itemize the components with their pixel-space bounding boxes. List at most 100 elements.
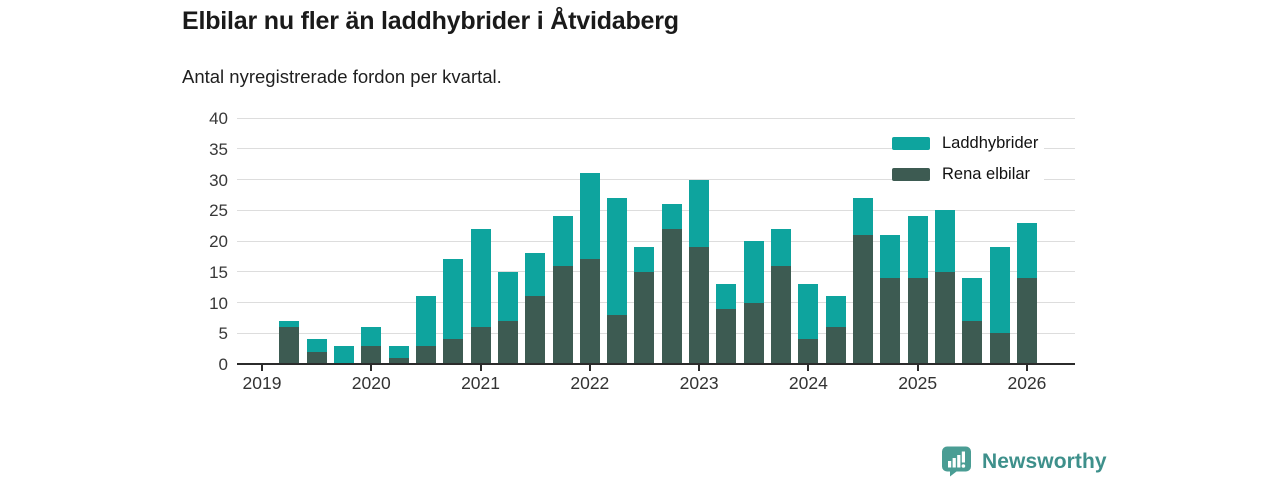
bar-segment-laddhybrider bbox=[1016, 222, 1037, 278]
x-axis-line bbox=[237, 363, 1075, 365]
gridline bbox=[237, 209, 1075, 211]
y-axis-tick-label: 15 bbox=[209, 262, 228, 282]
bar-segment-laddhybrider bbox=[415, 296, 436, 346]
gridline bbox=[237, 179, 1075, 180]
newsworthy-logo: Newsworthy bbox=[940, 445, 1107, 478]
bar-segment-laddhybrider bbox=[935, 210, 955, 272]
x-axis-tick bbox=[698, 365, 701, 371]
bar-segment-laddhybrider bbox=[579, 173, 600, 260]
bar-segment-rena-elbilar bbox=[470, 327, 491, 364]
bar-segment-laddhybrider bbox=[525, 253, 546, 297]
legend-label: Rena elbilar bbox=[942, 164, 1031, 183]
x-axis-tick-label: 2024 bbox=[788, 373, 828, 393]
bar-segment-rena-elbilar bbox=[497, 320, 518, 364]
bar-segment-rena-elbilar bbox=[771, 265, 792, 364]
y-axis-tick-label: 10 bbox=[209, 293, 228, 313]
legend-swatch-icon bbox=[892, 137, 930, 151]
bar-segment-rena-elbilar bbox=[415, 345, 436, 364]
bar-segment-laddhybrider bbox=[743, 241, 764, 303]
bar-segment-rena-elbilar bbox=[306, 351, 327, 364]
bar-segment-rena-elbilar bbox=[880, 277, 901, 364]
bar-segment-rena-elbilar bbox=[443, 339, 464, 364]
x-axis-tick-label: 2022 bbox=[570, 373, 610, 393]
newsworthy-logo-text: Newsworthy bbox=[982, 449, 1107, 473]
bar-segment-rena-elbilar bbox=[798, 339, 819, 364]
gridline bbox=[237, 148, 1075, 150]
y-axis-tick-label: 20 bbox=[209, 232, 228, 251]
bar-segment-rena-elbilar bbox=[607, 314, 628, 364]
bar-segment-laddhybrider bbox=[470, 228, 491, 328]
bar-segment-laddhybrider bbox=[689, 179, 710, 248]
bar-segment-laddhybrider bbox=[880, 234, 901, 278]
bar-segment-laddhybrider bbox=[771, 228, 792, 266]
bar-segment-rena-elbilar bbox=[361, 345, 382, 364]
x-axis-tick bbox=[370, 365, 373, 371]
bar-segment-rena-elbilar bbox=[907, 277, 928, 364]
chart-title: Elbilar nu fler än laddhybrider i Åtvida… bbox=[182, 7, 679, 35]
x-axis-tick-label: 2025 bbox=[898, 373, 938, 393]
bar-segment-rena-elbilar bbox=[552, 265, 573, 364]
bar-segment-rena-elbilar bbox=[579, 259, 600, 364]
gridline bbox=[237, 332, 1075, 334]
bar-segment-rena-elbilar bbox=[689, 247, 710, 364]
bar-segment-rena-elbilar bbox=[989, 333, 1010, 364]
bar-segment-laddhybrider bbox=[552, 216, 573, 266]
x-axis-tick-label: 2019 bbox=[242, 373, 282, 393]
bar-segment-rena-elbilar bbox=[743, 302, 764, 364]
legend-item: Rena elbilar bbox=[892, 163, 1045, 186]
gridline bbox=[237, 302, 1075, 303]
legend-item: Laddhybrider bbox=[892, 133, 1045, 155]
newsworthy-logo-icon bbox=[940, 445, 973, 478]
y-axis-tick-label: 30 bbox=[209, 170, 228, 190]
bar-segment-rena-elbilar bbox=[634, 271, 655, 364]
x-axis-tick bbox=[807, 365, 810, 371]
bar-segment-rena-elbilar bbox=[935, 271, 955, 364]
chart-subtitle: Antal nyregistrerade fordon per kvartal. bbox=[182, 66, 502, 87]
bar-segment-laddhybrider bbox=[333, 345, 354, 364]
bar-segment-laddhybrider bbox=[306, 339, 327, 352]
bar-segment-laddhybrider bbox=[388, 345, 409, 358]
bar-segment-laddhybrider bbox=[634, 247, 655, 272]
bar-segment-laddhybrider bbox=[989, 247, 1010, 334]
bar-segment-laddhybrider bbox=[661, 204, 682, 229]
gridline bbox=[237, 240, 1075, 242]
gridline bbox=[237, 271, 1075, 273]
bar-segment-laddhybrider bbox=[361, 327, 382, 346]
x-axis-tick bbox=[916, 365, 919, 371]
bar-segment-rena-elbilar bbox=[716, 308, 737, 364]
x-axis-tick-label: 2023 bbox=[679, 373, 719, 393]
bar-segment-laddhybrider bbox=[607, 197, 628, 315]
x-axis-tick-label: 2026 bbox=[1007, 373, 1047, 393]
y-axis-tick-label: 40 bbox=[209, 109, 228, 128]
chart-legend: Laddhybrider Rena elbilar bbox=[892, 133, 1045, 186]
bar-segment-laddhybrider bbox=[443, 259, 464, 340]
bar-segment-rena-elbilar bbox=[388, 357, 409, 364]
x-axis-tick bbox=[479, 365, 482, 371]
bar-segment-rena-elbilar bbox=[853, 234, 874, 364]
bar-segment-rena-elbilar bbox=[962, 320, 983, 364]
y-axis-tick-label: 0 bbox=[218, 355, 228, 374]
bar-segment-rena-elbilar bbox=[661, 228, 682, 364]
x-axis-tick-label: 2020 bbox=[351, 373, 391, 393]
bar-segment-laddhybrider bbox=[716, 284, 737, 309]
x-axis-tick bbox=[261, 365, 263, 371]
y-axis-tick-label: 25 bbox=[209, 201, 228, 221]
bar-segment-rena-elbilar bbox=[1016, 277, 1037, 364]
bar-segment-laddhybrider bbox=[907, 216, 928, 278]
bar-segment-laddhybrider bbox=[279, 320, 300, 328]
bar-segment-laddhybrider bbox=[497, 271, 518, 321]
y-axis-tick-label: 35 bbox=[209, 139, 228, 159]
x-axis-tick bbox=[588, 365, 591, 371]
bar-segment-laddhybrider bbox=[798, 284, 819, 340]
bar-segment-laddhybrider bbox=[825, 296, 846, 328]
bar-segment-rena-elbilar bbox=[525, 296, 546, 364]
x-axis-tick-label: 2021 bbox=[461, 373, 501, 393]
gridline bbox=[237, 117, 1075, 119]
bar-segment-rena-elbilar bbox=[825, 327, 846, 364]
x-axis-tick bbox=[1025, 365, 1028, 371]
legend-swatch-icon bbox=[892, 168, 930, 182]
bar-segment-laddhybrider bbox=[962, 277, 983, 321]
bar-segment-rena-elbilar bbox=[279, 327, 300, 364]
